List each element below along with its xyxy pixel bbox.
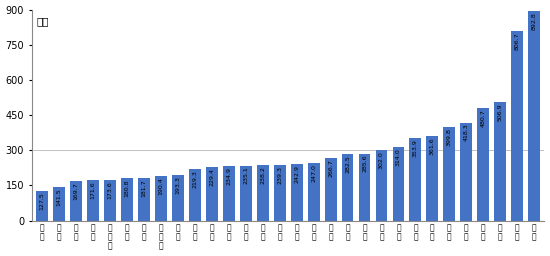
Bar: [155, 176, 167, 221]
Text: 235.1: 235.1: [243, 167, 248, 184]
Bar: [291, 164, 302, 221]
Bar: [494, 102, 506, 221]
Bar: [36, 191, 48, 221]
Text: 239.3: 239.3: [277, 166, 282, 184]
Text: 480.7: 480.7: [481, 109, 486, 127]
Bar: [172, 175, 184, 221]
Bar: [87, 180, 99, 221]
Bar: [410, 138, 421, 221]
Bar: [512, 31, 523, 221]
Bar: [70, 181, 82, 221]
Text: 127.5: 127.5: [40, 192, 45, 210]
Text: 282.5: 282.5: [345, 156, 350, 173]
Text: 353.9: 353.9: [413, 139, 418, 157]
Bar: [443, 127, 455, 221]
Text: 234.9: 234.9: [226, 167, 231, 185]
Bar: [189, 169, 201, 221]
Text: 247.0: 247.0: [311, 164, 316, 182]
Bar: [307, 163, 320, 221]
Text: 193.3: 193.3: [175, 176, 180, 194]
Text: 171.6: 171.6: [90, 182, 96, 199]
Text: 169.7: 169.7: [74, 182, 79, 200]
Bar: [53, 187, 65, 221]
Text: 892.8: 892.8: [532, 13, 537, 30]
Text: 229.4: 229.4: [209, 168, 214, 186]
Text: 314.0: 314.0: [396, 148, 401, 166]
Bar: [104, 180, 116, 221]
Text: 266.7: 266.7: [328, 159, 333, 177]
Bar: [274, 165, 285, 221]
Bar: [426, 136, 438, 221]
Bar: [223, 166, 235, 221]
Bar: [121, 178, 133, 221]
Text: 806.7: 806.7: [515, 33, 520, 50]
Text: 399.8: 399.8: [447, 128, 452, 146]
Bar: [342, 154, 354, 221]
Text: 181.7: 181.7: [141, 179, 146, 197]
Text: 万元: 万元: [37, 16, 50, 26]
Text: 173.6: 173.6: [107, 181, 112, 199]
Bar: [359, 154, 371, 221]
Text: 219.3: 219.3: [192, 170, 197, 188]
Text: 302.0: 302.0: [379, 151, 384, 169]
Text: 190.4: 190.4: [158, 177, 163, 195]
Bar: [240, 166, 252, 221]
Text: 418.3: 418.3: [464, 124, 469, 142]
Bar: [138, 178, 150, 221]
Text: 238.2: 238.2: [260, 166, 265, 184]
Bar: [376, 150, 387, 221]
Bar: [393, 147, 404, 221]
Bar: [477, 108, 490, 221]
Bar: [460, 123, 472, 221]
Text: 506.9: 506.9: [498, 103, 503, 121]
Bar: [529, 11, 540, 221]
Text: 242.9: 242.9: [294, 165, 299, 183]
Text: 285.6: 285.6: [362, 155, 367, 173]
Text: 141.5: 141.5: [57, 189, 62, 206]
Bar: [206, 167, 218, 221]
Bar: [324, 158, 337, 221]
Text: 180.8: 180.8: [124, 179, 129, 197]
Text: 361.6: 361.6: [430, 137, 435, 155]
Bar: [257, 165, 268, 221]
